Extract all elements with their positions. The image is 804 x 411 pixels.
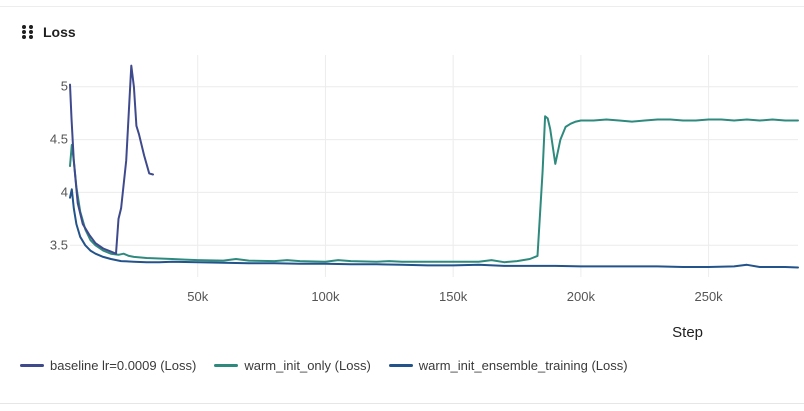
legend-label: warm_init_ensemble_training (Loss) bbox=[418, 358, 628, 373]
legend-swatch bbox=[20, 364, 44, 367]
x-tick-label: 150k bbox=[439, 289, 468, 304]
legend-item[interactable]: warm_init_ensemble_training (Loss) bbox=[388, 358, 628, 373]
panel-header: Loss bbox=[22, 22, 76, 42]
y-axis-ticks: 3.5 4 4.5 5 bbox=[50, 79, 68, 253]
legend-item[interactable]: warm_init_only (Loss) bbox=[214, 358, 371, 373]
legend-swatch bbox=[214, 364, 239, 367]
series-lines bbox=[69, 64, 799, 269]
x-tick-label: 50k bbox=[187, 289, 208, 304]
legend-label: warm_init_only (Loss) bbox=[244, 358, 371, 373]
y-tick-label: 4.5 bbox=[50, 132, 68, 147]
x-tick-label: 200k bbox=[567, 289, 596, 304]
x-tick-label: 100k bbox=[311, 289, 340, 304]
panel-bottom-divider bbox=[0, 403, 804, 404]
grid-lines bbox=[70, 55, 798, 277]
series-line-1[interactable] bbox=[69, 64, 154, 255]
x-axis-label: Step bbox=[672, 324, 703, 341]
chart-legend: baseline lr=0.0009 (Loss) warm_init_only … bbox=[20, 358, 646, 373]
y-tick-label: 4 bbox=[61, 184, 68, 199]
x-tick-label: 250k bbox=[694, 289, 723, 304]
y-tick-label: 3.5 bbox=[50, 237, 68, 252]
x-axis-ticks: 50k 100k 150k 200k 250k bbox=[187, 289, 723, 304]
loss-plot[interactable]: 3.5 4 4.5 5 50k 100k 150k 200k 250k Step bbox=[0, 0, 804, 350]
series-line-3[interactable] bbox=[69, 188, 799, 269]
series-line-2[interactable] bbox=[69, 115, 799, 264]
legend-label: baseline lr=0.0009 (Loss) bbox=[50, 358, 197, 373]
y-tick-label: 5 bbox=[61, 79, 68, 94]
legend-item[interactable]: baseline lr=0.0009 (Loss) bbox=[20, 358, 196, 373]
legend-swatch bbox=[388, 364, 413, 367]
drag-handle-icon[interactable] bbox=[22, 25, 34, 39]
panel-top-divider bbox=[0, 6, 804, 7]
chart-title: Loss bbox=[43, 24, 76, 40]
